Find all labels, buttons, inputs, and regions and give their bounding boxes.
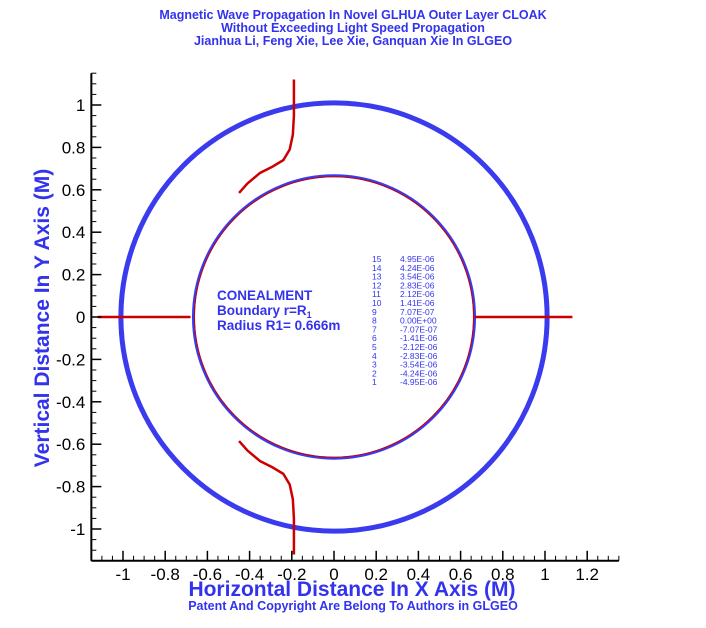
legend-value: -4.95E-06 — [400, 377, 438, 387]
legend-level: 3 — [372, 360, 377, 370]
y-tick-label: -1 — [70, 520, 85, 539]
legend-level: 12 — [372, 280, 382, 290]
y-tick-label: 0.6 — [62, 181, 86, 200]
legend-value: 7.07E-07 — [400, 307, 435, 317]
concealment-annotation: CONEALMENT Boundary r=R1 Radius R1= 0.66… — [217, 288, 340, 333]
x-tick-label: 0.6 — [449, 565, 473, 584]
y-tick-label: 1 — [76, 96, 85, 115]
chart-title-line-3: Jianhua Li, Feng Xie, Lee Xie, Ganquan X… — [193, 34, 513, 48]
legend-level: 2 — [372, 368, 377, 378]
chart-title-line-2: Without Exceeding Light Speed Propagatio… — [221, 21, 485, 35]
x-tick-label: -0.6 — [193, 565, 222, 584]
legend-value: 2.83E-06 — [400, 280, 435, 290]
legend-value: -7.07E-07 — [400, 324, 438, 334]
annotation-line-3: Radius R1= 0.666m — [217, 318, 340, 333]
legend-level: 7 — [372, 324, 377, 334]
legend-value: 2.12E-06 — [400, 289, 435, 299]
legend-level: 10 — [372, 298, 382, 308]
y-tick-label: 0 — [76, 308, 85, 327]
legend-value: 4.24E-06 — [400, 263, 435, 273]
x-tick-label: 1 — [540, 565, 549, 584]
legend-value: 1.41E-06 — [400, 298, 435, 308]
legend-level: 15 — [372, 254, 382, 264]
legend-level: 14 — [372, 263, 382, 273]
x-axis-ticks: -1 -0.8 -0.6 -0.4 -0.2 0 0.2 0.4 0.6 0.8 1 1.2 — [90, 550, 620, 584]
legend-value: -2.12E-06 — [400, 342, 438, 352]
annotation-subscript: 1 — [307, 310, 312, 320]
legend-value: -1.41E-06 — [400, 333, 438, 343]
legend-level: 1 — [372, 377, 377, 387]
y-tick-label: 0.8 — [62, 138, 86, 157]
wave-front-curves — [97, 79, 573, 555]
legend-value: -3.54E-06 — [400, 360, 438, 370]
chart-title-line-1: Magnetic Wave Propagation In Novel GLHUA… — [159, 8, 547, 22]
legend-level: 5 — [372, 342, 377, 352]
x-tick-label: 0.8 — [491, 565, 515, 584]
legend-level: 9 — [372, 307, 377, 317]
y-axis-title: Vertical Distance In Y Axis (M) — [31, 169, 54, 467]
x-tick-label: 0.2 — [364, 565, 388, 584]
chart-footer: Patent And Copyright Are Belong To Autho… — [188, 599, 518, 613]
wave-front-series-2 — [238, 440, 296, 555]
annotation-line-1: CONEALMENT — [217, 288, 313, 303]
x-tick-label: 0 — [329, 565, 338, 584]
inner-boundary-wave-outline — [193, 176, 475, 458]
x-tick-label: -0.2 — [277, 565, 306, 584]
x-tick-label: -1 — [115, 565, 130, 584]
legend-level: 11 — [372, 289, 381, 299]
legend-level: 4 — [372, 351, 377, 361]
x-tick-label: -0.8 — [151, 565, 180, 584]
x-axis-title: Horizontal Distance In X Axis (M) — [188, 578, 515, 601]
y-tick-label: 0.4 — [62, 223, 86, 242]
legend-level: 6 — [372, 333, 377, 343]
y-tick-label: 0.2 — [62, 266, 86, 285]
y-tick-label: -0.8 — [56, 478, 85, 497]
chart-title-block: Magnetic Wave Propagation In Novel GLHUA… — [0, 9, 706, 48]
legend-value: 4.95E-06 — [400, 254, 435, 264]
legend-level: 13 — [372, 272, 382, 282]
wave-front-series-1 — [238, 79, 296, 194]
y-tick-label: -0.6 — [56, 435, 85, 454]
annotation-line-2: Boundary r=R1 — [217, 303, 312, 320]
annotation-boundary-text: Boundary r=R — [217, 303, 307, 318]
x-tick-label: 0.4 — [407, 565, 431, 584]
legend-value: 0.00E+00 — [400, 316, 437, 326]
y-axis-ticks: -1 -0.8 -0.6 -0.4 -0.2 0 0.2 0.4 0.6 0.8 1 — [56, 72, 102, 562]
legend-level: 8 — [372, 316, 377, 326]
legend-value: 3.54E-06 — [400, 272, 435, 282]
x-tick-label: -0.4 — [235, 565, 264, 584]
x-tick-label: 1.2 — [575, 565, 599, 584]
y-tick-label: -0.2 — [56, 350, 85, 369]
y-tick-label: -0.4 — [56, 393, 85, 412]
legend-value: -4.24E-06 — [400, 368, 438, 378]
legend-value: -2.83E-06 — [400, 351, 438, 361]
